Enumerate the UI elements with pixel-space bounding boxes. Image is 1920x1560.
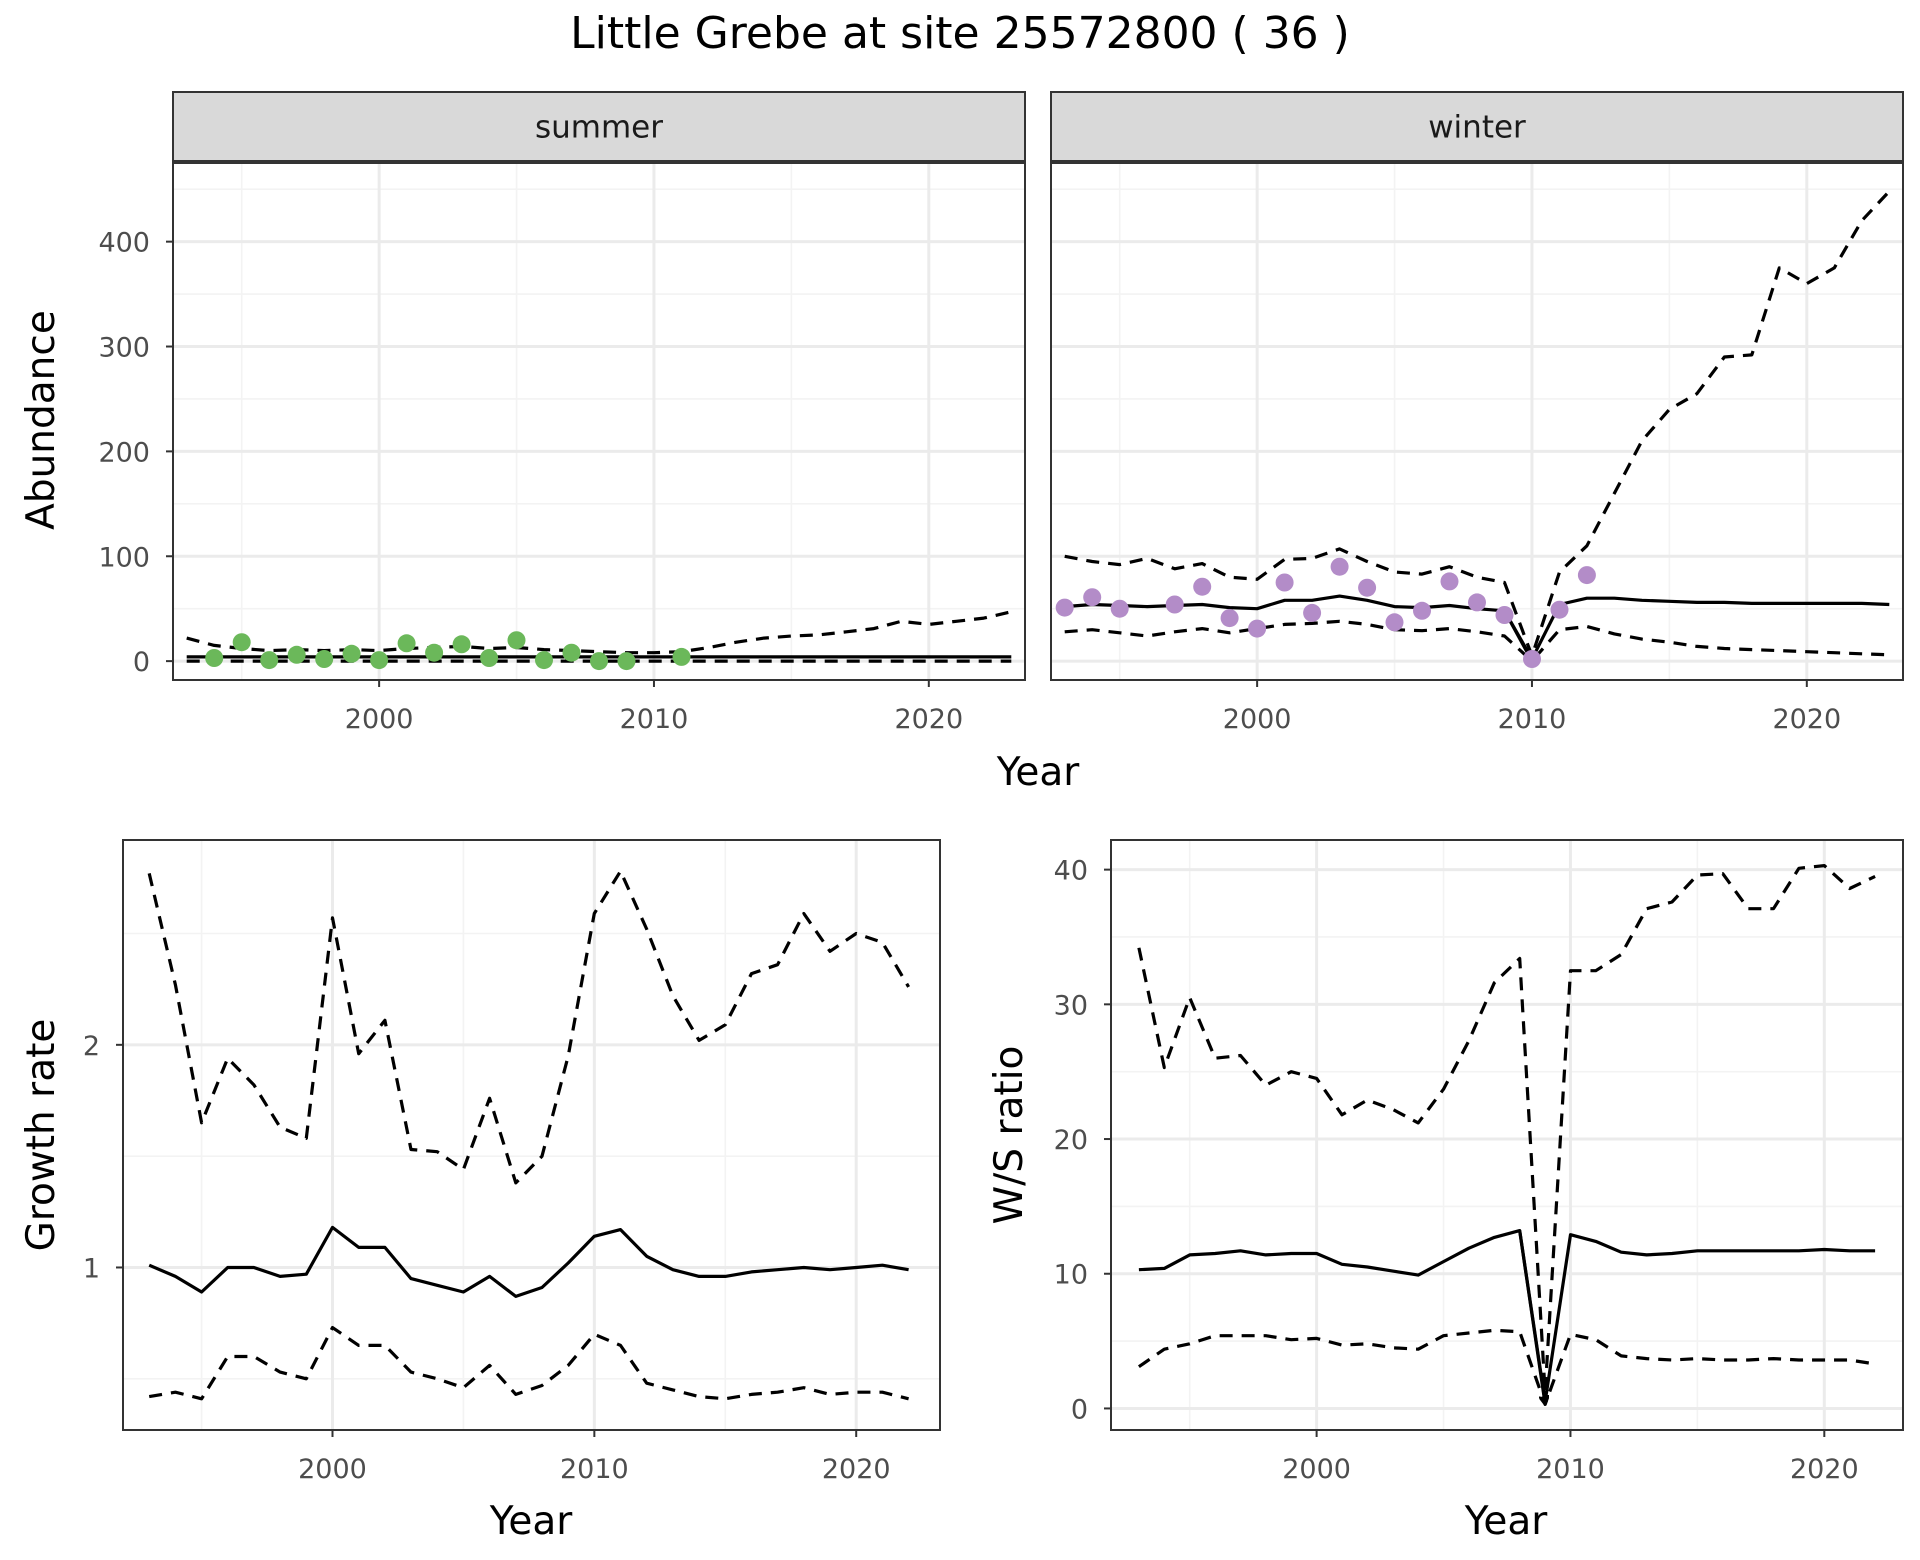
facet-strip-label: summer [535,110,663,146]
facet-strip-label: winter [1428,110,1526,146]
y-tick-label: 0 [133,647,150,678]
y-tick-label: 400 [98,228,150,259]
observed-point [1468,593,1486,612]
observed-point [590,652,608,671]
observed-point [232,633,251,652]
xlabel-ws-ratio: Year [1464,1499,1549,1544]
observed-point [617,652,636,671]
y-tick-label: 0 [1071,1394,1088,1425]
x-tick-label: 2010 [560,1454,629,1485]
series-lower-line [148,1325,909,1401]
observed-point [1303,603,1322,622]
observed-point [452,635,471,654]
panel-growth: 2000 2010 2020 1 2 [83,839,941,1485]
series-estimate-line [1138,1228,1876,1404]
x-tick-label: 2020 [1790,1454,1859,1485]
observed-point [205,649,224,667]
panel-ws_ratio: 2000 2010 2020 0 10 20 30 40 [1054,839,1904,1485]
observed-point [315,650,334,668]
observed-point [1193,577,1212,596]
y-tick-label: 40 [1054,856,1088,887]
observed-point [1550,600,1569,619]
ylabel-growth-rate: Growth rate [19,1019,64,1252]
observed-point [370,651,389,670]
x-tick-label: 2000 [298,1454,367,1485]
observed-point [425,643,444,662]
panel-background [173,163,1025,680]
panel-border [1050,162,1904,681]
series-upper-line [147,869,910,1185]
observed-point [1577,566,1596,585]
observed-point [672,647,691,666]
x-tick-label: 2000 [1223,704,1292,735]
x-tick-label: 2010 [620,704,689,735]
observed-point [562,643,581,662]
observed-point [1495,606,1514,624]
series-estimate-line [148,1225,909,1299]
y-tick-label: 300 [98,333,150,364]
observed-point [1358,578,1377,597]
series-upper-line [1137,863,1876,1394]
panel-border [172,162,1026,681]
y-tick-label: 30 [1054,990,1088,1021]
observed-point [1055,598,1074,617]
observed-point [480,649,499,667]
panel-background [123,840,940,1430]
x-tick-label: 2020 [1772,704,1841,735]
y-tick-label: 20 [1054,1125,1088,1156]
series-group [147,869,910,1401]
xlabel-top: Year [996,750,1081,795]
x-tick-label: 2000 [1282,1454,1351,1485]
series-lower-line [1137,1328,1876,1407]
observed-point [260,651,279,670]
y-tick-label: 10 [1054,1260,1088,1291]
figure-title: Little Grebe at site 25572800 ( 36 ) [570,8,1350,59]
observed-point [1523,650,1541,668]
panel-border [122,839,941,1431]
observed-point [1440,572,1459,591]
y-tick-label: 1 [83,1253,100,1284]
observed-point [1083,588,1102,607]
observed-point [1110,599,1129,618]
observed-point [342,644,361,663]
xlabel-growth: Year [489,1499,574,1544]
observed-point [1165,595,1184,614]
facet-strip [172,91,1026,162]
ylabel-abundance: Abundance [19,310,64,530]
series-upper-line [1064,190,1891,658]
series-lower-line [1064,619,1890,663]
x-tick-label: 2010 [1536,1454,1605,1485]
facet-strip [1050,91,1904,162]
panel-border [1110,839,1904,1431]
x-tick-label: 2020 [822,1454,891,1485]
panel-summer: summer 2000 2010 2020 0 100 200 300 400 [98,91,1026,735]
x-tick-label: 2010 [1498,704,1567,735]
observed-point [1413,601,1431,620]
observed-point [507,631,526,650]
observed-point [1385,613,1404,632]
series-group [1137,863,1876,1407]
observed-point [287,645,306,664]
y-tick-label: 100 [98,542,150,573]
observed-point [1220,609,1239,628]
y-tick-label: 2 [83,1031,100,1062]
observed-point [1275,573,1294,592]
x-tick-label: 2000 [345,704,414,735]
panel-winter: winter 2000 2010 2020 [1050,91,1904,735]
dip-arrow [1518,1230,1545,1404]
y-tick-label: 200 [98,437,150,468]
observed-point [1330,557,1349,576]
observed-point [1248,619,1267,638]
ylabel-ws-ratio: W/S ratio [987,1046,1032,1225]
x-tick-label: 2020 [894,704,963,735]
observed-point [397,634,416,653]
observed-point [535,651,553,670]
